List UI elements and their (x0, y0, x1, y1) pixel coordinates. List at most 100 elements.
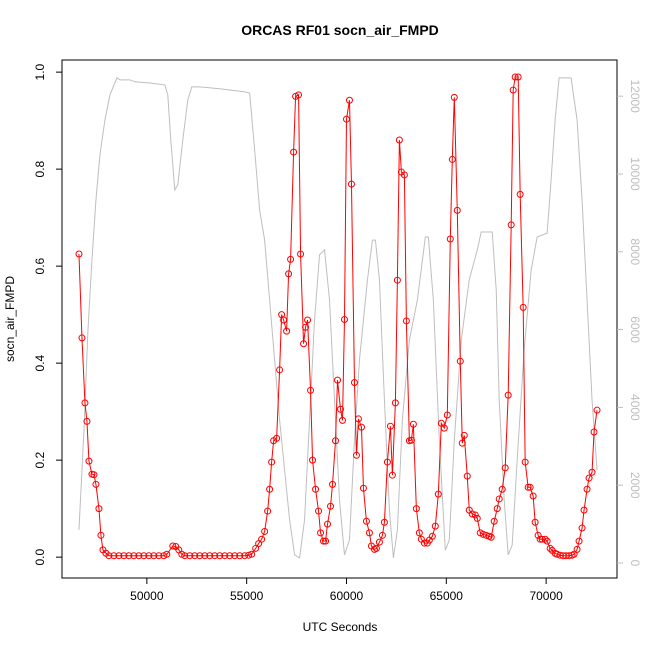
point (350, 379, 358, 387)
point (409, 420, 417, 428)
series-line (78, 77, 598, 559)
point (283, 327, 291, 335)
point (456, 357, 464, 365)
y-tick-label: 0.0 (33, 548, 47, 565)
point (287, 255, 295, 263)
point (453, 206, 461, 214)
point (365, 529, 373, 537)
point (258, 535, 266, 543)
point (395, 136, 403, 144)
point (309, 456, 317, 464)
point (531, 518, 539, 526)
point (336, 405, 344, 413)
point (95, 505, 103, 513)
point (391, 399, 399, 407)
y-tick-label: 0.2 (33, 451, 47, 468)
point (578, 524, 586, 532)
point (450, 93, 458, 101)
point (585, 474, 593, 482)
y-tick-label: 0.4 (33, 354, 47, 371)
point (264, 507, 272, 515)
point (400, 171, 408, 179)
point (402, 317, 410, 325)
point (440, 424, 448, 432)
y-tick-label: 1.0 (33, 63, 47, 80)
point (509, 86, 517, 94)
point (105, 552, 113, 560)
point (268, 458, 276, 466)
point (375, 538, 383, 546)
point (315, 507, 323, 515)
x-axis-label: UTC Seconds (303, 620, 378, 634)
point (420, 539, 428, 547)
point (428, 532, 436, 540)
point (529, 492, 537, 500)
point (570, 550, 578, 558)
point (501, 464, 509, 472)
y2-tick-label: 6000 (628, 316, 642, 343)
chart-title: ORCAS RF01 socn_air_FMPD (241, 22, 439, 38)
point (412, 505, 420, 513)
point (590, 428, 598, 436)
point (473, 514, 481, 522)
y2-tick-label: 12000 (628, 79, 642, 113)
point (206, 552, 214, 560)
point (85, 457, 93, 465)
point (372, 544, 380, 552)
point (75, 250, 83, 258)
point (541, 535, 549, 543)
point (120, 552, 128, 560)
point (448, 155, 456, 163)
point (487, 533, 495, 541)
point (519, 303, 527, 311)
point (463, 472, 471, 480)
point (115, 552, 123, 560)
point (507, 221, 515, 229)
point (97, 531, 105, 539)
point (322, 537, 330, 545)
point (211, 552, 219, 560)
point (216, 552, 224, 560)
point (524, 483, 532, 491)
point (125, 552, 133, 560)
point (297, 250, 305, 258)
x-tick-label: 50000 (130, 589, 164, 603)
y-tick-label: 0.8 (33, 160, 47, 177)
point (362, 517, 370, 525)
point (135, 552, 143, 560)
point (434, 490, 442, 498)
point (415, 529, 423, 537)
point (226, 552, 234, 560)
point (92, 480, 100, 488)
point (359, 484, 367, 492)
point (534, 531, 542, 539)
point (338, 416, 346, 424)
point (490, 517, 498, 525)
point (546, 544, 554, 552)
point (295, 91, 303, 99)
point (498, 485, 506, 493)
point (583, 485, 591, 493)
point (329, 480, 337, 488)
point (345, 96, 353, 104)
point (386, 422, 394, 430)
point (83, 417, 91, 425)
point (81, 399, 89, 407)
point (280, 316, 288, 324)
point (248, 550, 256, 558)
point (312, 485, 320, 493)
point (155, 552, 163, 560)
point (78, 334, 86, 342)
y2-tick-label: 4000 (628, 394, 642, 421)
y-axis-label: socn_air_FMPD (3, 276, 17, 362)
point (221, 552, 229, 560)
y2-tick-label: 2000 (628, 472, 642, 499)
point (565, 552, 573, 560)
point (407, 436, 415, 444)
point (446, 235, 454, 243)
point (388, 471, 396, 479)
point (324, 520, 332, 528)
point (479, 530, 487, 538)
point (327, 502, 335, 510)
